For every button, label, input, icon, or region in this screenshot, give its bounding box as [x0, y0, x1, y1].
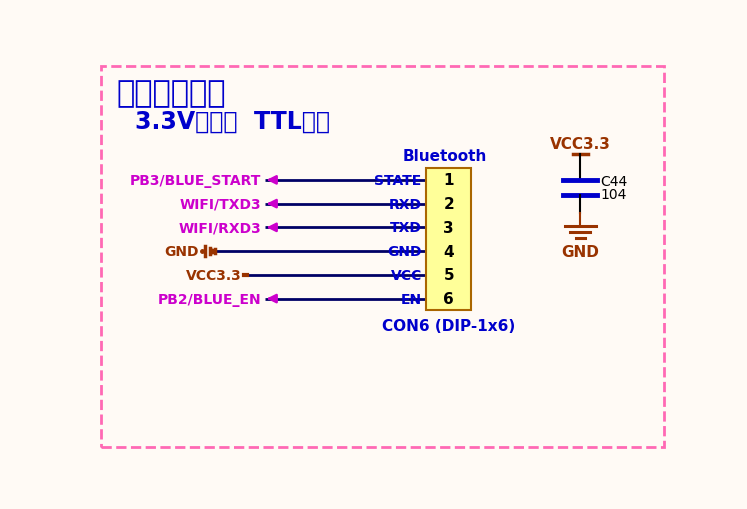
Text: C44: C44 — [601, 175, 627, 189]
Text: GND: GND — [164, 245, 199, 259]
Text: 104: 104 — [601, 188, 627, 202]
Bar — [427, 168, 471, 311]
Text: GND: GND — [387, 245, 422, 259]
Text: RXD: RXD — [388, 197, 422, 211]
Text: VCC3.3: VCC3.3 — [186, 268, 241, 282]
Text: PB2/BLUE_EN: PB2/BLUE_EN — [158, 292, 261, 306]
Text: TXD: TXD — [390, 221, 422, 235]
Text: CON6 (DIP-1x6): CON6 (DIP-1x6) — [382, 319, 515, 333]
Text: 蓝牙模块接口: 蓝牙模块接口 — [117, 79, 226, 108]
Text: VCC3.3: VCC3.3 — [550, 137, 611, 152]
Text: STATE: STATE — [374, 174, 422, 187]
Text: WIFI/RXD3: WIFI/RXD3 — [179, 221, 261, 235]
Text: 3: 3 — [444, 220, 454, 235]
Text: PB3/BLUE_START: PB3/BLUE_START — [130, 174, 261, 187]
Text: 5: 5 — [444, 268, 454, 283]
Text: VCC: VCC — [391, 268, 422, 282]
Text: 2: 2 — [443, 196, 454, 212]
Text: 3.3V供电，  TTL接口: 3.3V供电， TTL接口 — [135, 109, 330, 133]
Text: EN: EN — [400, 292, 422, 306]
Text: WIFI/TXD3: WIFI/TXD3 — [180, 197, 261, 211]
Text: 6: 6 — [443, 292, 454, 306]
Text: Bluetooth: Bluetooth — [403, 149, 487, 164]
Text: 1: 1 — [444, 173, 454, 188]
Text: 4: 4 — [444, 244, 454, 259]
Text: GND: GND — [562, 245, 599, 260]
